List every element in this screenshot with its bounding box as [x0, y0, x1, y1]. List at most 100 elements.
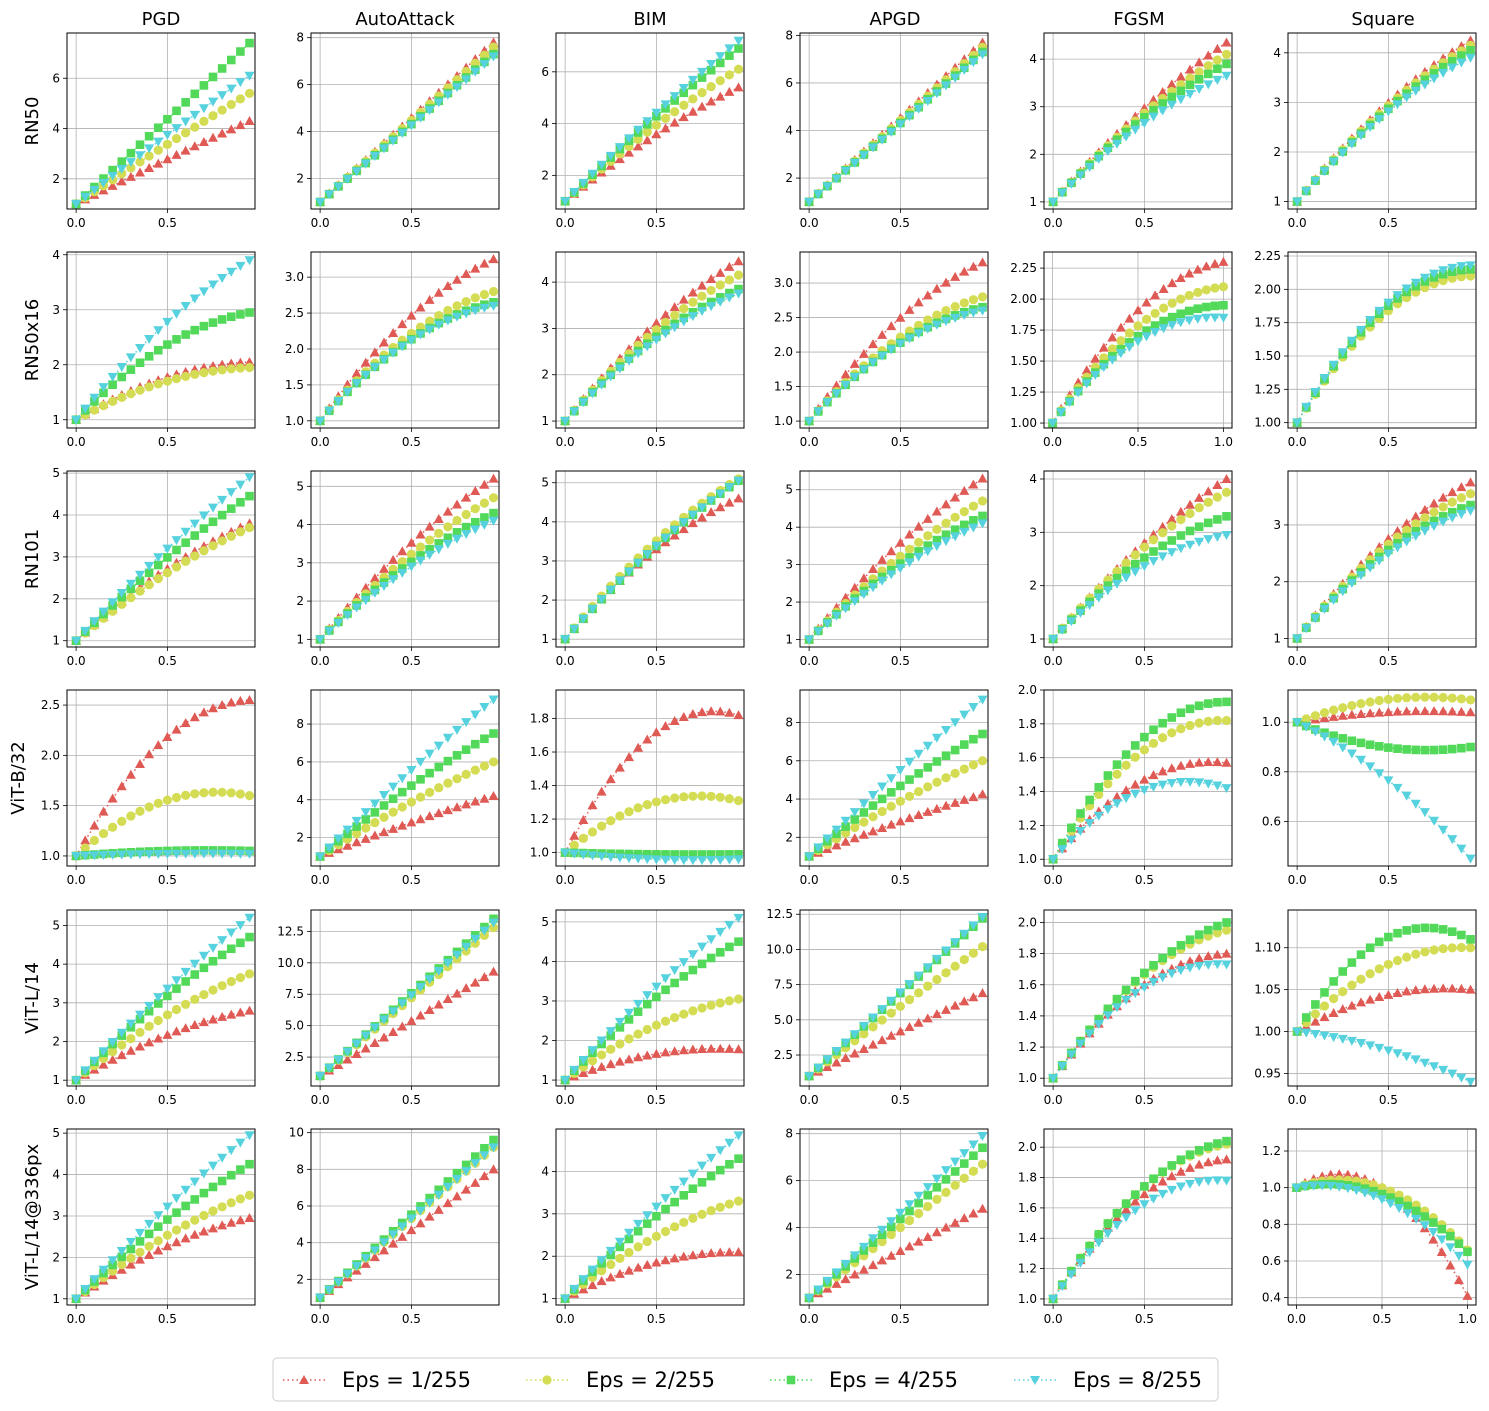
- data-point-1: [678, 711, 689, 721]
- y-tick-label: 2: [1029, 147, 1037, 161]
- data-point-2: [679, 792, 689, 802]
- data-point-4: [171, 976, 182, 986]
- data-point-2: [724, 275, 734, 285]
- data-point-2: [597, 821, 607, 831]
- data-point-3: [661, 985, 670, 995]
- data-point-1: [1392, 987, 1403, 997]
- data-point-4: [379, 791, 390, 801]
- data-point-1: [1167, 278, 1178, 288]
- data-point-4: [235, 480, 246, 490]
- data-point-1: [379, 1245, 390, 1255]
- data-point-4: [1057, 1282, 1068, 1292]
- data-point-3: [679, 850, 689, 859]
- data-point-1: [461, 268, 472, 278]
- data-point-3: [1194, 930, 1204, 939]
- data-point-1: [633, 1052, 644, 1062]
- data-point-3: [135, 576, 145, 586]
- data-point-1: [162, 1029, 173, 1039]
- data-point-4: [569, 1065, 580, 1075]
- axes-frame: [1043, 689, 1233, 867]
- data-point-3: [1374, 937, 1384, 947]
- data-point-1: [125, 1045, 136, 1055]
- data-point-4: [324, 1285, 335, 1295]
- data-point-2: [950, 961, 960, 971]
- data-point-1: [1175, 760, 1186, 770]
- data-point-1: [208, 1223, 219, 1233]
- data-point-4: [651, 108, 662, 118]
- data-point-1: [849, 358, 860, 368]
- data-point-1: [669, 302, 680, 312]
- data-point-4: [560, 1294, 571, 1304]
- data-point-2: [208, 366, 218, 376]
- data-point-1: [941, 499, 952, 509]
- data-point-4: [1102, 586, 1113, 596]
- data-point-1: [1130, 1196, 1141, 1206]
- data-point-3: [470, 739, 480, 749]
- data-point-4: [624, 1228, 635, 1238]
- data-point-4: [877, 576, 888, 586]
- y-tick-label: 4: [296, 518, 304, 532]
- data-point-2: [171, 562, 182, 572]
- x-tick-label: 0.0: [556, 435, 575, 449]
- data-point-1: [849, 1048, 860, 1058]
- data-point-3: [489, 1135, 498, 1145]
- axes-frame: [310, 909, 500, 1087]
- data-point-4: [1447, 835, 1458, 845]
- data-point-4: [1356, 131, 1367, 141]
- data-point-2: [1392, 693, 1403, 704]
- data-point-4: [1301, 624, 1312, 634]
- data-point-2: [1221, 487, 1232, 497]
- data-point-3: [1176, 1155, 1186, 1165]
- data-point-2: [914, 320, 924, 330]
- data-point-3: [661, 850, 670, 859]
- data-point-2: [162, 1010, 172, 1020]
- data-point-3: [226, 944, 236, 954]
- data-point-2: [1438, 502, 1448, 512]
- data-point-4: [895, 1208, 906, 1218]
- data-point-4: [80, 851, 91, 861]
- data-point-2: [1338, 703, 1348, 713]
- y-tick-label: 2: [52, 1035, 60, 1049]
- y-tick-label: 2: [52, 1250, 60, 1264]
- data-point-4: [424, 749, 435, 759]
- data-point-4: [715, 52, 726, 62]
- data-point-3: [1112, 994, 1122, 1004]
- data-point-3: [190, 1195, 200, 1204]
- series-line-2: [319, 497, 494, 640]
- data-point-4: [479, 926, 490, 936]
- data-point-4: [1057, 845, 1068, 855]
- axes-frame: [555, 470, 745, 648]
- y-tick-label: 1.00: [1254, 1025, 1281, 1039]
- y-tick-label: 2: [541, 1034, 549, 1048]
- data-point-3: [633, 1226, 643, 1236]
- data-point-1: [1166, 514, 1177, 524]
- data-point-3: [978, 1143, 987, 1153]
- y-tick-label: 8: [296, 31, 304, 45]
- data-point-4: [397, 342, 408, 352]
- data-point-3: [706, 850, 716, 859]
- x-tick-label: 0.5: [1135, 1312, 1154, 1326]
- y-tick-label: 5: [785, 483, 793, 497]
- data-point-3: [181, 538, 190, 547]
- data-point-4: [1346, 749, 1357, 759]
- data-point-4: [244, 1131, 255, 1141]
- data-point-2: [1094, 789, 1104, 800]
- data-point-3: [172, 984, 181, 993]
- data-point-4: [724, 1138, 735, 1148]
- data-point-4: [941, 1166, 952, 1176]
- data-point-1: [1157, 766, 1168, 776]
- data-point-3: [642, 849, 652, 859]
- data-point-2: [977, 496, 988, 506]
- data-point-4: [180, 1185, 191, 1195]
- data-point-3: [1402, 532, 1411, 542]
- data-point-4: [1121, 995, 1132, 1005]
- data-point-3: [126, 584, 136, 594]
- data-point-2: [733, 64, 744, 74]
- data-point-1: [226, 1009, 237, 1019]
- data-point-2: [1176, 514, 1186, 525]
- data-point-2: [1133, 321, 1143, 331]
- data-point-3: [1374, 742, 1384, 751]
- data-point-1: [1209, 258, 1220, 268]
- data-point-2: [660, 317, 671, 327]
